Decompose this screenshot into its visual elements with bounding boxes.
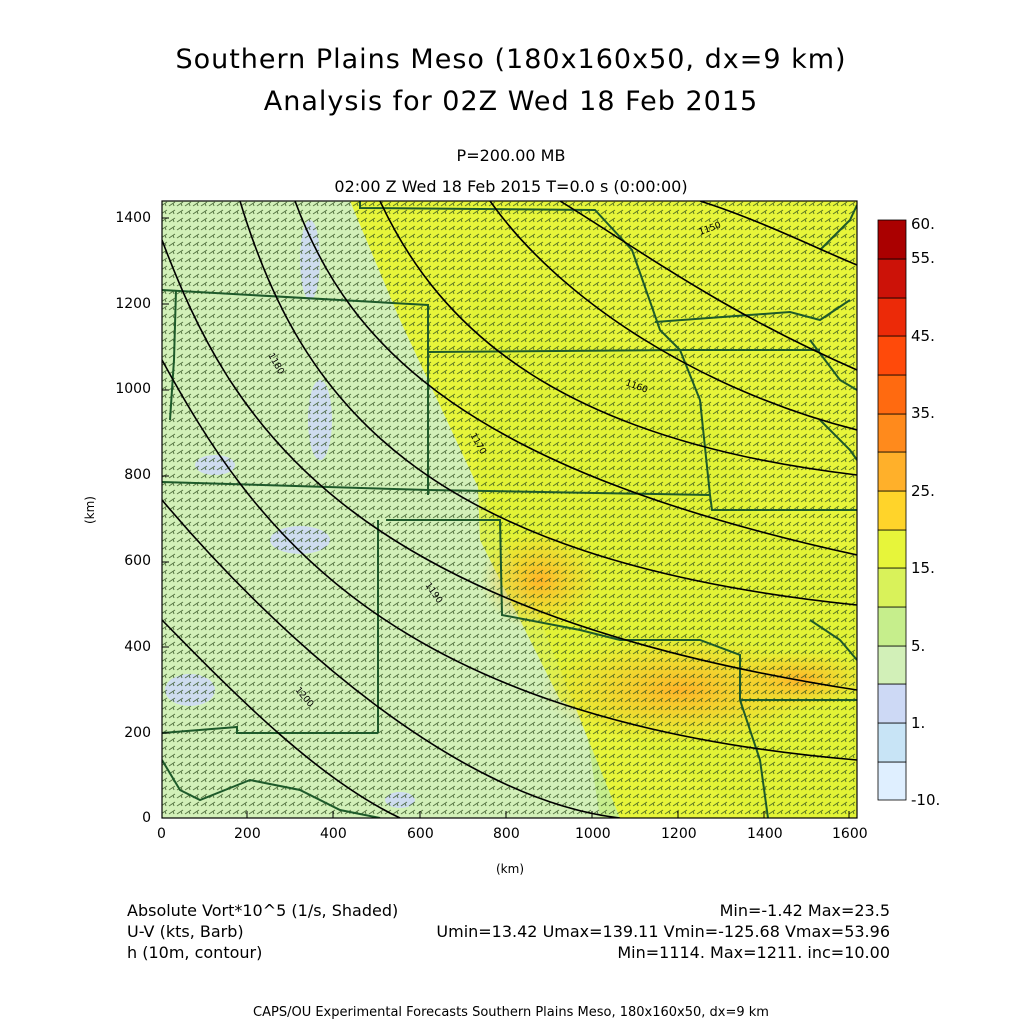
colorbar-swatch [877, 451, 907, 492]
colorbar-label: -10. [911, 791, 941, 809]
colorbar [877, 219, 907, 801]
height-contours [162, 201, 857, 818]
colorbar-swatch [877, 722, 907, 763]
colorbar-label: 60. [911, 215, 935, 233]
plot-frame [161, 200, 858, 819]
colorbar-label: 45. [911, 327, 935, 345]
colorbar-label: 15. [911, 559, 935, 577]
y-tick-label: 1000 [115, 381, 151, 397]
footer-credit: CAPS/OU Experimental Forecasts Southern … [253, 1005, 769, 1020]
colorbar-swatch [877, 258, 907, 299]
title-line1: Southern Plains Meso (180x160x50, dx=9 k… [175, 44, 847, 75]
height-label: h (10m, contour) [127, 943, 263, 962]
colorbar-label: 35. [911, 404, 935, 422]
colorbar-swatch [877, 645, 907, 685]
x-tick-label: 800 [493, 826, 520, 842]
colorbar-swatch [877, 683, 907, 724]
pressure-level: P=200.00 MB [456, 146, 566, 165]
y-tick-label: 1400 [115, 210, 151, 226]
valid-time: 02:00 Z Wed 18 Feb 2015 T=0.0 s (0:00:00… [334, 177, 688, 196]
state-boundaries [162, 201, 857, 818]
colorbar-swatch [877, 490, 907, 531]
colorbar-swatch [877, 413, 907, 453]
x-axis-label: (km) [496, 862, 525, 876]
y-tick-label: 0 [142, 810, 151, 826]
x-tick-label: 1400 [747, 826, 783, 842]
vorticity-label: Absolute Vort*10^5 (1/s, Shaded) [127, 901, 399, 920]
colorbar-swatch [877, 297, 907, 337]
wind-label: U-V (kts, Barb) [127, 922, 244, 941]
vorticity-range: Min=-1.42 Max=23.5 [719, 901, 890, 920]
y-tick-label: 1200 [115, 296, 151, 312]
y-axis-label: (km) [83, 495, 98, 525]
y-tick-label: 800 [124, 467, 151, 483]
colorbar-swatch [877, 219, 907, 260]
x-tick-label: 1600 [832, 826, 868, 842]
title-line2: Analysis for 02Z Wed 18 Feb 2015 [263, 86, 759, 117]
colorbar-swatch [877, 567, 907, 608]
x-tick-label: 600 [407, 826, 434, 842]
height-range: Min=1114. Max=1211. inc=10.00 [617, 943, 890, 962]
axis-ticks [161, 217, 850, 819]
y-tick-label: 600 [124, 553, 151, 569]
colorbar-swatch [877, 606, 907, 647]
x-tick-label: 0 [157, 826, 166, 842]
x-tick-label: 400 [320, 826, 347, 842]
x-tick-label: 1200 [661, 826, 697, 842]
wind-range: Umin=13.42 Umax=139.11 Vmin=-125.68 Vmax… [436, 922, 890, 941]
colorbar-swatch [877, 335, 907, 376]
colorbar-label: 5. [911, 637, 926, 655]
y-tick-label: 400 [124, 639, 151, 655]
colorbar-swatch [877, 529, 907, 569]
colorbar-label: 1. [911, 714, 926, 732]
x-tick-label: 200 [234, 826, 261, 842]
plot-area [162, 201, 857, 818]
colorbar-label: 55. [911, 249, 935, 267]
colorbar-swatch [877, 374, 907, 415]
x-tick-label: 1000 [575, 826, 611, 842]
colorbar-label: 25. [911, 482, 935, 500]
colorbar-swatch [877, 761, 907, 801]
y-tick-label: 200 [124, 725, 151, 741]
